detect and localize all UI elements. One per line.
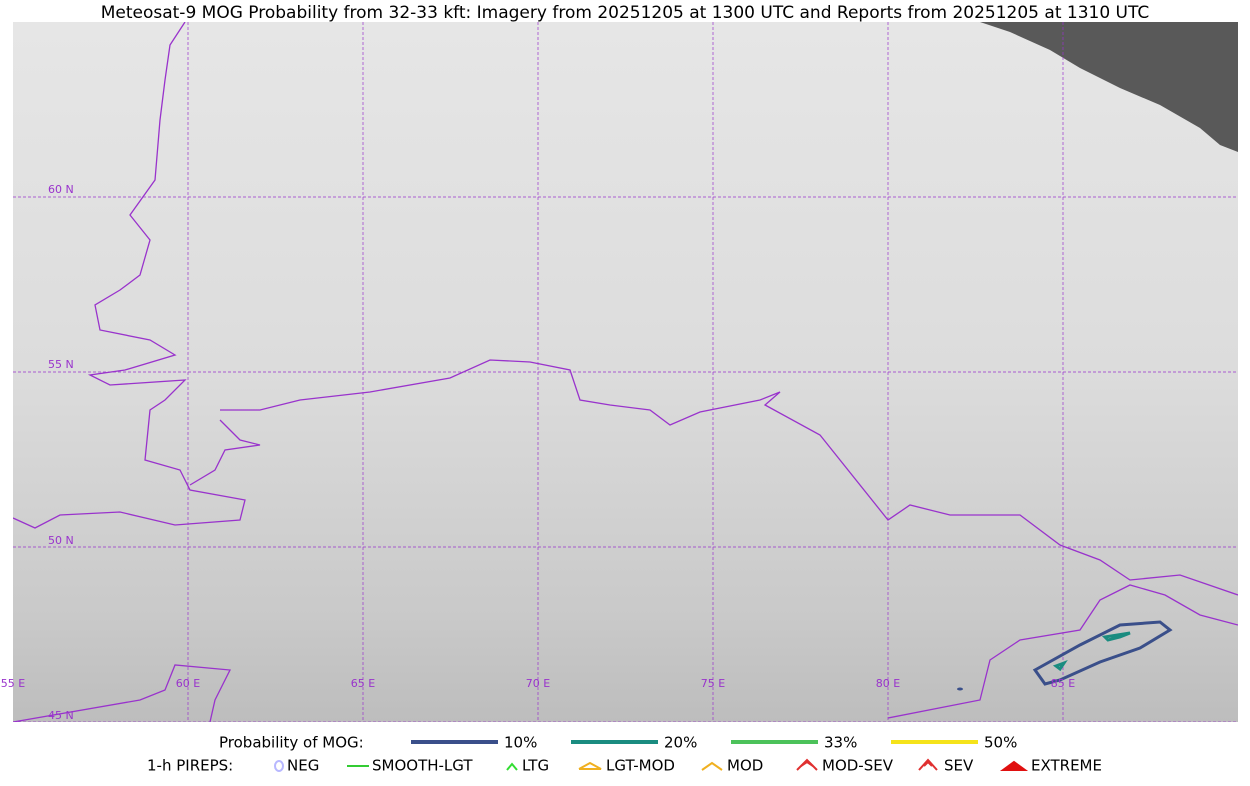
sev-icon [923, 760, 933, 767]
borders [13, 22, 1238, 722]
lon-label: 70 E [526, 677, 550, 690]
lgt-mod-icon [578, 761, 602, 770]
title: Meteosat-9 MOG Probability from 32-33 kf… [101, 3, 1150, 23]
no-data-area [980, 22, 1238, 152]
contour-10 [957, 687, 963, 691]
legend-label: MOD-SEV [822, 757, 894, 775]
lon-label: 65 E [351, 677, 375, 690]
legend-label: LTG [522, 757, 549, 775]
contour-10 [1032, 620, 1173, 686]
legend-label: 50% [984, 734, 1017, 752]
mod-sev-icon [800, 760, 814, 767]
legend-label: 20% [664, 734, 697, 752]
lon-label: 55 E [1, 677, 25, 690]
legend: Probability of MOG: 1-h PIREPS: 10% 20% 33… [147, 734, 1102, 775]
legend-label: EXTREME [1031, 757, 1102, 775]
neg-icon [274, 760, 284, 772]
legend-title: Probability of MOG: [219, 734, 364, 752]
legend-label: SMOOTH-LGT [372, 757, 473, 775]
sev-icon [918, 758, 938, 771]
legend-title: 1-h PIREPS: [147, 757, 233, 775]
graticule [13, 22, 1238, 722]
legend-label: NEG [287, 757, 319, 775]
map [13, 22, 1238, 722]
legend-label: MOD [727, 757, 763, 775]
lon-label: 75 E [701, 677, 725, 690]
mod-sev-icon [796, 758, 818, 771]
lat-labels: 60 N 55 N 50 N 45 N [48, 183, 74, 722]
lon-labels: 55 E 60 E 65 E 70 E 75 E 80 E 85 E [1, 677, 1075, 690]
legend-label: 33% [824, 734, 857, 752]
lon-label: 60 E [176, 677, 200, 690]
ltg-icon [506, 762, 518, 771]
mog-contours [957, 620, 1173, 691]
legend-label: LGT-MOD [606, 757, 675, 775]
lon-label: 85 E [1051, 677, 1075, 690]
lat-label: 45 N [48, 709, 74, 722]
lon-label: 80 E [876, 677, 900, 690]
mod-icon [701, 761, 723, 771]
lat-label: 60 N [48, 183, 74, 196]
contour-20 [1052, 659, 1068, 672]
lat-label: 50 N [48, 534, 74, 547]
pirep-icons [274, 758, 1029, 772]
lat-label: 55 N [48, 358, 74, 371]
legend-label: SEV [944, 757, 974, 775]
extreme-icon [999, 760, 1029, 771]
contour-20 [1101, 631, 1131, 642]
legend-label: 10% [504, 734, 537, 752]
